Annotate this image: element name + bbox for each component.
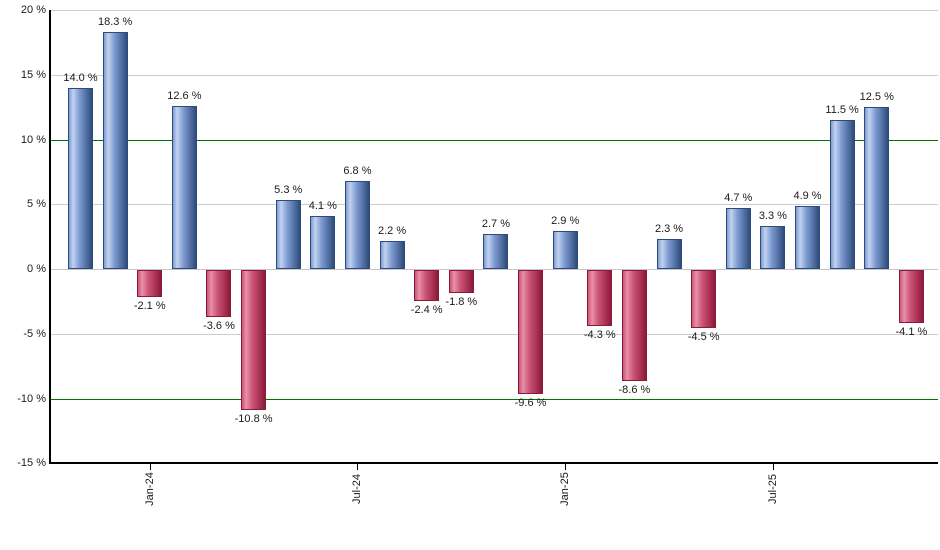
x-axis-label: Jan-24 [144, 472, 156, 506]
bar-positive [103, 32, 128, 269]
bar-positive [553, 231, 578, 269]
bar-value-label: -3.6 % [203, 320, 235, 332]
bar-negative [241, 270, 266, 410]
zero-line [50, 269, 938, 270]
bar-value-label: 2.3 % [654, 223, 684, 235]
bar-negative [449, 270, 474, 293]
bar-negative [622, 270, 647, 381]
bar-value-label: 6.8 % [343, 165, 372, 177]
bar-value-label: -4.1 % [895, 326, 928, 338]
y-axis-label: 20 % [20, 4, 46, 16]
x-axis-label: Jul-25 [767, 474, 779, 504]
bar-positive [830, 120, 855, 269]
bar-value-label: 2.2 % [378, 225, 407, 237]
bar-positive [380, 241, 405, 269]
bar-value-label: -10.8 % [234, 413, 273, 425]
bar-positive [726, 208, 751, 269]
bar-positive [172, 106, 197, 269]
y-axis-label: 5 % [27, 198, 46, 210]
reference-line [50, 140, 938, 141]
y-axis-label: -5 % [23, 328, 46, 340]
x-axis-tick [565, 464, 566, 470]
bar-value-label: 2.9 % [551, 215, 580, 227]
y-axis-label: -15 % [17, 457, 46, 469]
bar-positive [760, 226, 785, 269]
x-axis-line [49, 462, 938, 464]
bar-value-label: 5.3 % [274, 184, 303, 196]
bar-value-label: -1.8 % [445, 296, 478, 308]
bar-value-label: 2.7 % [481, 218, 511, 230]
bar-value-label: 4.1 % [308, 200, 337, 212]
bar-value-label: -4.5 % [687, 331, 720, 343]
bar-negative [206, 270, 231, 317]
bar-positive [276, 200, 301, 269]
bar-value-label: 14.0 % [63, 72, 98, 84]
y-axis-line [49, 10, 51, 464]
bar-positive [795, 206, 820, 269]
bar-value-label: -8.6 % [618, 384, 651, 396]
bar-value-label: 4.9 % [793, 190, 822, 202]
bar-value-label: -4.3 % [583, 329, 616, 341]
bar-negative [137, 270, 162, 297]
bar-negative [587, 270, 612, 326]
bar-negative [899, 270, 924, 323]
bar-value-label: -2.4 % [410, 304, 443, 316]
reference-line [50, 399, 938, 400]
bar-value-label: 18.3 % [97, 16, 133, 28]
grid-line [50, 10, 938, 11]
bar-value-label: -2.1 % [133, 300, 166, 312]
bar-positive [657, 239, 682, 269]
bar-positive [483, 234, 508, 269]
bar-negative [691, 270, 716, 328]
bar-positive [310, 216, 335, 269]
bar-value-label: 3.3 % [758, 210, 787, 222]
bar-negative [414, 270, 439, 301]
bar-value-label: 4.7 % [724, 192, 753, 204]
bar-value-label: 12.5 % [859, 91, 894, 103]
x-axis-label: Jul-24 [351, 474, 363, 504]
bar-positive [864, 107, 889, 269]
y-axis-label: -10 % [17, 393, 46, 405]
bar-value-label: -9.6 % [514, 397, 547, 409]
y-axis-label: 15 % [20, 69, 46, 81]
x-axis-tick [357, 464, 358, 470]
grid-line [50, 334, 938, 335]
bar-value-label: 12.6 % [167, 90, 202, 102]
y-axis-label: 0 % [27, 263, 46, 275]
bar-positive [68, 88, 93, 269]
bar-positive [345, 181, 370, 269]
bar-value-label: 11.5 % [825, 104, 859, 116]
x-axis-label: Jan-25 [559, 472, 571, 506]
grid-line [50, 75, 938, 76]
grid-line [50, 204, 938, 205]
y-axis-label: 10 % [20, 134, 46, 146]
x-axis-tick [150, 464, 151, 470]
x-axis-tick [773, 464, 774, 470]
bar-negative [518, 270, 543, 394]
